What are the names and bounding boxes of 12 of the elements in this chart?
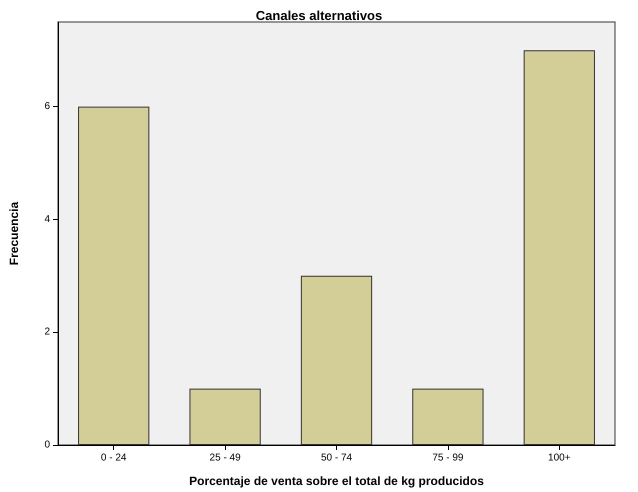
x-tick-label: 0 - 24 xyxy=(100,452,127,464)
y-axis-title: Frecuencia xyxy=(7,202,21,266)
y-tick-label: 0 xyxy=(44,440,50,450)
chart-title: Canales alternativos xyxy=(256,8,382,23)
y-tick-label: 2 xyxy=(44,326,50,338)
x-tick-label: 25 - 49 xyxy=(210,452,242,464)
y-tick-label: 4 xyxy=(44,214,50,225)
y-tick-label: 6 xyxy=(44,101,50,112)
x-axis-title: Porcentaje de venta sobre el total de kg producidos xyxy=(189,474,484,488)
x-tick-label: 75 - 99 xyxy=(432,452,464,464)
x-tick-label: 50 - 74 xyxy=(320,452,352,464)
x-tick-label: 100+ xyxy=(548,452,571,464)
